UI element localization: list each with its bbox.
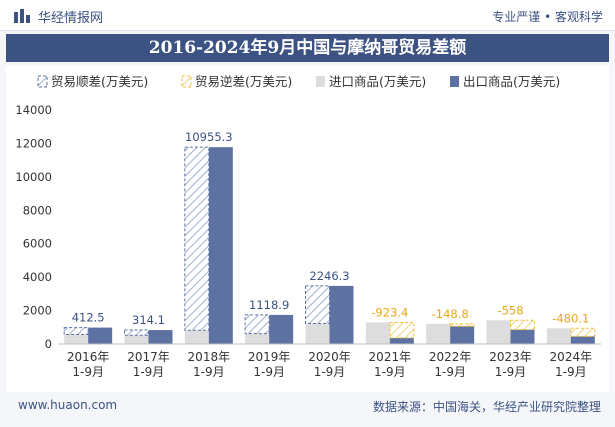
y-axis: 0 2000 4000 6000 8000 10000 12000 14000	[15, 103, 52, 351]
data-label: -923.4	[371, 305, 408, 319]
brand-name: 华经情报网	[38, 11, 104, 26]
legend-label: 出口商品(万美元)	[463, 74, 560, 89]
export-bar	[329, 285, 354, 344]
x-tick-label: 1-9月	[72, 365, 104, 379]
x-tick-label: 2024年	[550, 350, 593, 364]
export-bar	[570, 336, 595, 344]
x-tick-label: 1-9月	[495, 365, 527, 379]
import-bar	[184, 330, 209, 344]
import-bar	[365, 322, 390, 344]
y-tick-label: 2000	[23, 304, 52, 318]
x-tick-label: 2021年	[369, 350, 412, 364]
legend-swatch	[181, 75, 192, 88]
export-bar	[389, 337, 414, 344]
import-bar	[64, 334, 89, 344]
chart-area: 贸易顺差(万美元) 贸易逆差(万美元) 进口商品(万美元) 出口商品(万美元) 0 20…	[6, 66, 609, 392]
export-bar	[88, 327, 113, 344]
data-labels: 412.5 314.1 10955.3 1118.9 2246.3 -923.4 -148.…	[72, 130, 590, 327]
data-label: 10955.3	[185, 130, 233, 144]
x-tick-label: 1-9月	[434, 365, 466, 379]
y-tick-label: 8000	[23, 203, 52, 217]
import-bar	[546, 328, 571, 344]
surplus-bar	[184, 146, 210, 331]
import-bar	[245, 333, 270, 344]
x-tick-label: 1-9月	[253, 365, 285, 379]
import-bar	[486, 320, 511, 344]
x-tick-label: 2017年	[127, 350, 170, 364]
import-bar	[305, 323, 330, 344]
legend-swatch	[316, 76, 325, 87]
import-bar	[426, 323, 451, 344]
deficit-bar	[389, 321, 415, 339]
x-tick-label: 2020年	[308, 350, 351, 364]
x-tick-label: 1-9月	[133, 365, 165, 379]
y-tick-label: 10000	[15, 170, 52, 184]
tagline: 专业严谨 • 客观科学	[492, 10, 603, 24]
deficit-bar	[570, 327, 596, 337]
export-bar	[450, 326, 475, 344]
legend: 贸易顺差(万美元) 贸易逆差(万美元) 进口商品(万美元) 出口商品(万美元)	[37, 74, 560, 89]
y-tick-label: 6000	[23, 237, 52, 251]
deficit-bar	[510, 319, 535, 331]
y-tick-label: 4000	[23, 270, 52, 284]
legend-label: 贸易顺差(万美元)	[51, 74, 148, 89]
x-tick-label: 1-9月	[314, 365, 346, 379]
data-label: 1118.9	[249, 298, 289, 312]
surplus-bar	[63, 327, 89, 335]
import-bar	[124, 335, 149, 344]
export-bar	[269, 314, 294, 344]
y-tick-label: 12000	[15, 136, 52, 150]
chart-title: 2016-2024年9月中国与摩纳哥贸易差额	[6, 34, 609, 62]
data-label: 412.5	[72, 311, 105, 325]
export-bar	[208, 147, 233, 344]
surplus-bar	[244, 314, 270, 335]
bar-chart: 贸易顺差(万美元) 贸易逆差(万美元) 进口商品(万美元) 出口商品(万美元) 0 20…	[15, 74, 601, 379]
footer-website: www.huaon.com	[18, 398, 118, 412]
deficit-bar	[449, 323, 475, 327]
x-axis: 2016年1-9月2017年1-9月2018年1-9月2019年1-9月2020…	[58, 343, 601, 379]
x-tick-label: 1-9月	[374, 365, 406, 379]
footer-source: 数据来源：中国海关，华经产业研究院整理	[372, 400, 601, 414]
data-label: -558	[497, 303, 523, 317]
x-tick-label: 1-9月	[555, 365, 587, 379]
export-bar	[510, 329, 535, 344]
data-label: 314.1	[132, 313, 165, 327]
x-tick-label: 2023年	[489, 350, 532, 364]
legend-label: 进口商品(万美元)	[329, 74, 426, 89]
data-label: 2246.3	[309, 269, 349, 283]
bars	[63, 146, 596, 344]
surplus-bar	[124, 329, 149, 336]
x-tick-label: 2016年	[67, 350, 110, 364]
data-label: -148.8	[432, 307, 469, 321]
x-tick-label: 2022年	[429, 350, 472, 364]
surplus-bar	[305, 285, 330, 324]
top-bar: 华经情报网 专业严谨 • 客观科学	[0, 0, 615, 31]
bar-logo-icon	[14, 9, 30, 23]
y-tick-label: 0	[45, 337, 52, 351]
legend-swatch	[37, 75, 48, 88]
x-tick-label: 2019年	[248, 350, 291, 364]
y-tick-label: 14000	[15, 103, 52, 117]
legend-label: 贸易逆差(万美元)	[195, 74, 292, 89]
export-bar	[148, 330, 173, 344]
legend-swatch	[450, 76, 459, 87]
data-label: -480.1	[552, 311, 589, 325]
x-tick-label: 2018年	[188, 350, 231, 364]
x-tick-label: 1-9月	[193, 365, 225, 379]
